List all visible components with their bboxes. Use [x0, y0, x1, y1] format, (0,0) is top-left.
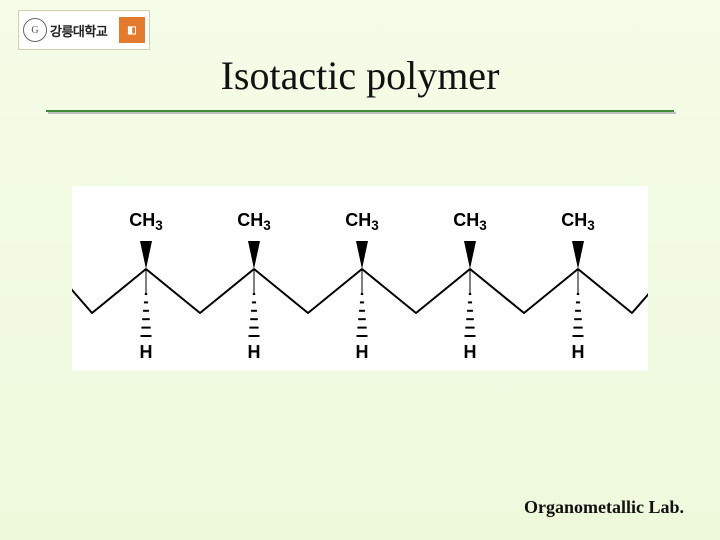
polymer-diagram: CH3 H CH3 H CH3 H CH3 H CH3 H	[72, 186, 648, 371]
svg-text:H: H	[356, 342, 369, 362]
logo-mark-icon: ◧	[119, 17, 145, 43]
svg-text:CH3: CH3	[561, 210, 595, 233]
logo-seal-icon: G	[23, 18, 47, 42]
svg-text:CH3: CH3	[453, 210, 487, 233]
svg-text:CH3: CH3	[129, 210, 163, 233]
footer-lab-name: Organometallic Lab.	[524, 497, 684, 518]
svg-text:CH3: CH3	[237, 210, 271, 233]
slide-title: Isotactic polymer	[0, 52, 720, 99]
svg-text:H: H	[140, 342, 153, 362]
svg-text:H: H	[572, 342, 585, 362]
university-logo: G 강릉대학교 ◧	[18, 10, 150, 50]
polymer-svg: CH3 H CH3 H CH3 H CH3 H CH3 H	[72, 186, 648, 371]
svg-text:H: H	[248, 342, 261, 362]
svg-text:CH3: CH3	[345, 210, 379, 233]
title-underline	[46, 110, 674, 113]
svg-text:H: H	[464, 342, 477, 362]
logo-korean-text: 강릉대학교	[50, 21, 107, 40]
